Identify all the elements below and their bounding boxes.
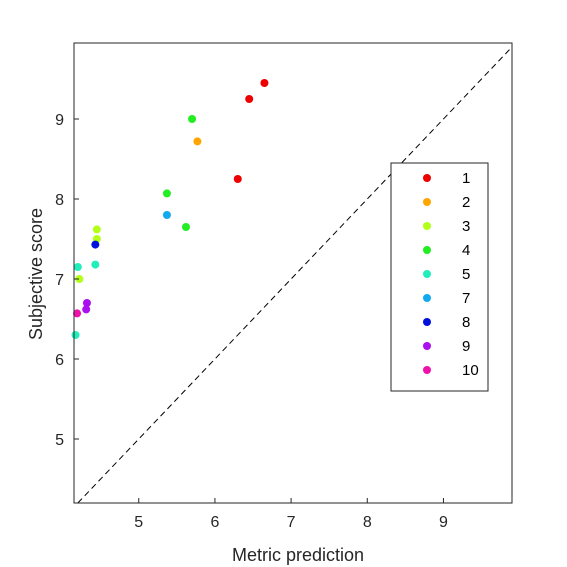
legend-label-5: 5 bbox=[462, 266, 470, 283]
data-point-series-10 bbox=[73, 309, 82, 318]
legend: 1 2 3 4 5 7 8 9 10 bbox=[390, 162, 489, 392]
data-point-series-4 bbox=[181, 223, 190, 231]
legend-marker-4 bbox=[423, 246, 431, 254]
y-axis-label: Subjective score bbox=[26, 208, 46, 340]
y-tick-label: 7 bbox=[55, 272, 64, 289]
legend-label-3: 3 bbox=[462, 218, 470, 235]
legend-box bbox=[390, 162, 489, 392]
data-point-series-1 bbox=[233, 175, 242, 183]
x-tick-label: 7 bbox=[287, 514, 296, 531]
y-tick-label: 5 bbox=[55, 432, 64, 449]
legend-items: 1 2 3 4 5 7 8 9 10 bbox=[423, 170, 479, 379]
data-points-layer bbox=[71, 79, 269, 339]
data-point-series-5 bbox=[71, 331, 80, 339]
x-tick-label: 8 bbox=[363, 514, 372, 531]
data-point-series-1 bbox=[260, 79, 269, 87]
data-point-series-9 bbox=[82, 305, 91, 314]
legend-marker-3 bbox=[423, 222, 431, 230]
data-point-series-4 bbox=[162, 189, 171, 198]
y-axis-ticks: 5 6 7 8 9 bbox=[55, 112, 79, 449]
legend-marker-9 bbox=[423, 342, 431, 350]
y-tick-label: 6 bbox=[55, 352, 64, 369]
x-tick-label: 5 bbox=[134, 514, 143, 531]
legend-marker-10 bbox=[423, 366, 431, 374]
data-point-series-9 bbox=[82, 299, 91, 307]
x-tick-label: 9 bbox=[439, 514, 448, 531]
legend-label-7: 7 bbox=[462, 290, 470, 307]
data-point-series-5 bbox=[73, 263, 82, 271]
data-point-series-7 bbox=[162, 211, 171, 219]
data-point-series-3 bbox=[75, 275, 84, 283]
x-axis-label: Metric prediction bbox=[232, 545, 364, 565]
legend-label-9: 9 bbox=[462, 338, 470, 355]
y-tick-label: 8 bbox=[55, 192, 64, 209]
legend-label-10: 10 bbox=[462, 362, 479, 379]
legend-label-1: 1 bbox=[462, 170, 470, 187]
data-point-series-4 bbox=[188, 115, 197, 123]
legend-marker-5 bbox=[423, 270, 431, 278]
data-point-series-5 bbox=[91, 260, 100, 269]
data-point-series-3 bbox=[92, 225, 101, 234]
legend-marker-2 bbox=[423, 198, 431, 206]
y-tick-label: 9 bbox=[55, 112, 64, 129]
legend-label-8: 8 bbox=[462, 314, 470, 331]
plot-frame bbox=[73, 42, 513, 504]
legend-label-4: 4 bbox=[462, 242, 470, 259]
legend-marker-1 bbox=[423, 174, 431, 182]
data-point-series-1 bbox=[245, 95, 254, 103]
data-point-series-2 bbox=[193, 137, 202, 146]
legend-marker-8 bbox=[423, 318, 431, 326]
identity-reference-line bbox=[77, 46, 513, 504]
legend-label-2: 2 bbox=[462, 194, 470, 211]
x-axis-ticks: 5 6 7 8 9 bbox=[134, 498, 448, 531]
legend-marker-7 bbox=[423, 294, 431, 302]
x-tick-label: 6 bbox=[210, 514, 219, 531]
data-point-series-8 bbox=[91, 240, 100, 249]
